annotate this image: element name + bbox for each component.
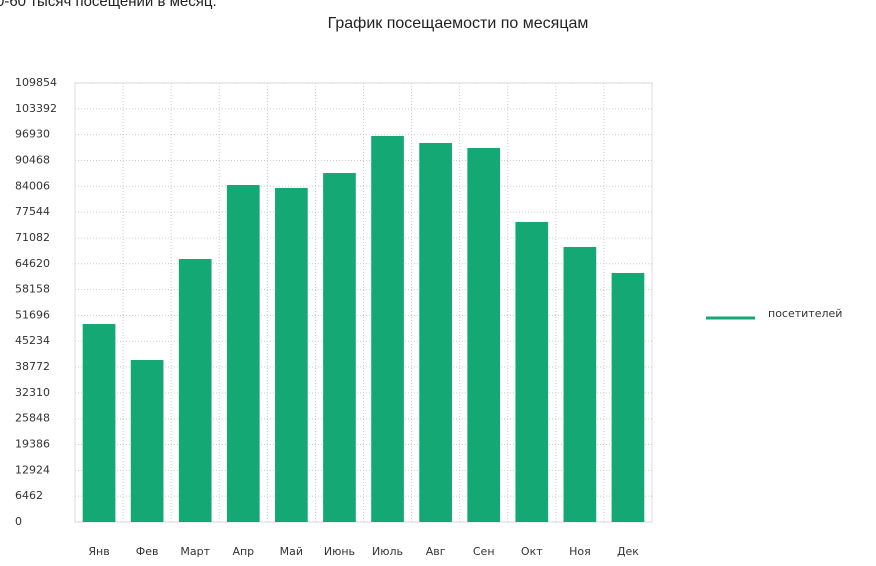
bar	[82, 323, 116, 522]
y-tick-label: 45234	[15, 334, 50, 347]
y-tick-label: 109854	[15, 76, 57, 89]
y-tick-label: 38772	[15, 360, 50, 373]
x-tick-label: Ноя	[569, 545, 591, 558]
bar	[130, 359, 164, 522]
y-tick-label: 77544	[15, 205, 50, 218]
x-tick-label: Май	[280, 545, 303, 558]
x-tick-label: Апр	[232, 545, 254, 558]
x-tick-label: Дек	[617, 545, 639, 558]
y-tick-label: 19386	[15, 438, 50, 451]
caption: 0-60 тысяч посещений в месяц.	[0, 0, 217, 10]
y-tick-label: 12924	[15, 463, 50, 476]
bar	[515, 222, 549, 522]
y-tick-label: 32310	[15, 386, 50, 399]
x-tick-label: Авг	[426, 545, 446, 558]
y-tick-label: 58158	[15, 283, 50, 296]
y-tick-label: 96930	[15, 128, 50, 141]
y-tick-label: 51696	[15, 308, 50, 321]
y-tick-label: 25848	[15, 412, 50, 425]
bar	[371, 136, 404, 522]
x-tick-label: Июль	[372, 545, 403, 558]
y-tick-label: 6462	[15, 489, 43, 502]
bar	[467, 147, 501, 522]
bar	[419, 142, 452, 522]
bar	[323, 173, 356, 522]
bar	[563, 246, 597, 523]
legend-label: посетителей	[768, 307, 842, 320]
x-tick-label: Фев	[136, 545, 159, 558]
x-tick-label: Июнь	[324, 545, 355, 558]
bar	[226, 184, 260, 523]
x-tick-label: Окт	[521, 545, 543, 558]
chart-title: График посещаемости по месяцам	[328, 15, 589, 32]
y-tick-label: 71082	[15, 231, 50, 244]
x-tick-label: Сен	[473, 545, 495, 558]
bar	[611, 272, 645, 522]
y-tick-label: 84006	[15, 179, 50, 192]
y-tick-label: 90468	[15, 153, 50, 166]
x-tick-label: Янв	[88, 545, 109, 558]
y-tick-label: 64620	[15, 257, 50, 270]
y-tick-label: 103392	[15, 102, 57, 115]
x-tick-label: Март	[180, 545, 210, 558]
bar	[275, 187, 308, 522]
bar	[178, 259, 212, 522]
y-tick-label: 0	[15, 515, 22, 528]
